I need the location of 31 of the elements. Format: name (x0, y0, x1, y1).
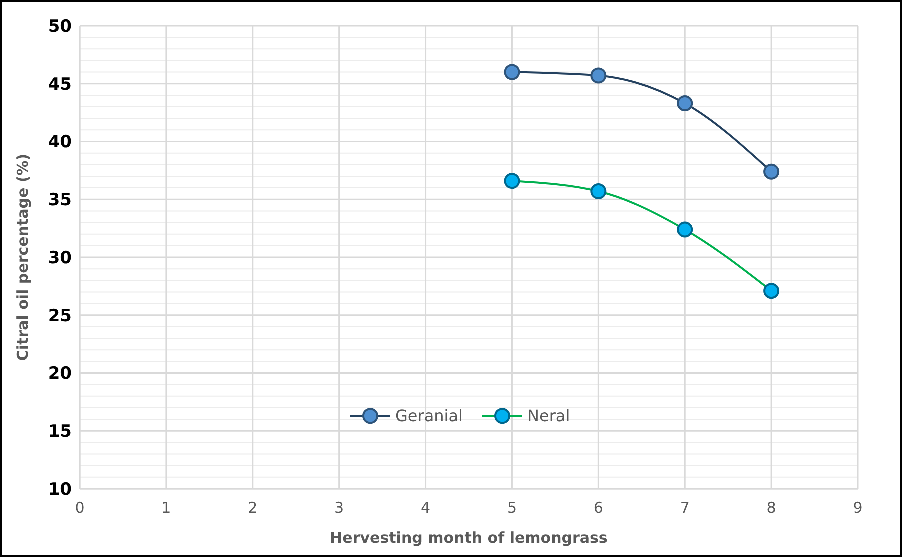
y-tick-label: 15 (48, 422, 72, 442)
y-tick-label: 35 (48, 190, 72, 211)
legend-label: Geranial (396, 406, 463, 426)
x-tick-label: 7 (680, 499, 690, 517)
point (504, 64, 520, 80)
x-tick-label: 0 (75, 499, 85, 517)
y-tick-label: 10 (48, 480, 72, 500)
y-tick-label: 45 (48, 74, 72, 95)
x-tick-label: 2 (248, 499, 258, 517)
point (764, 283, 780, 300)
y-axis-title: Citral oil percentage (%) (14, 154, 32, 362)
point (677, 222, 694, 238)
point (590, 184, 607, 200)
point (764, 164, 780, 180)
x-tick-label: 4 (421, 499, 431, 517)
x-tick-label: 5 (507, 499, 517, 517)
y-tick-label: 40 (48, 132, 72, 153)
point (590, 68, 607, 84)
legend-label: Neral (528, 406, 570, 426)
x-axis-title: Hervesting month of lemongrass (330, 529, 608, 547)
x-tick-label: 9 (853, 499, 863, 517)
point (677, 96, 694, 112)
x-tick-label: 1 (162, 499, 172, 517)
point (504, 173, 520, 190)
y-tick-label: 20 (48, 364, 72, 384)
x-tick-label: 6 (594, 499, 604, 517)
y-tick-label: 30 (48, 248, 72, 268)
x-tick-label: 8 (766, 499, 776, 517)
y-tick-label: 50 (48, 16, 72, 37)
y-tick-label: 25 (48, 306, 72, 326)
x-tick-label: 3 (334, 499, 344, 517)
